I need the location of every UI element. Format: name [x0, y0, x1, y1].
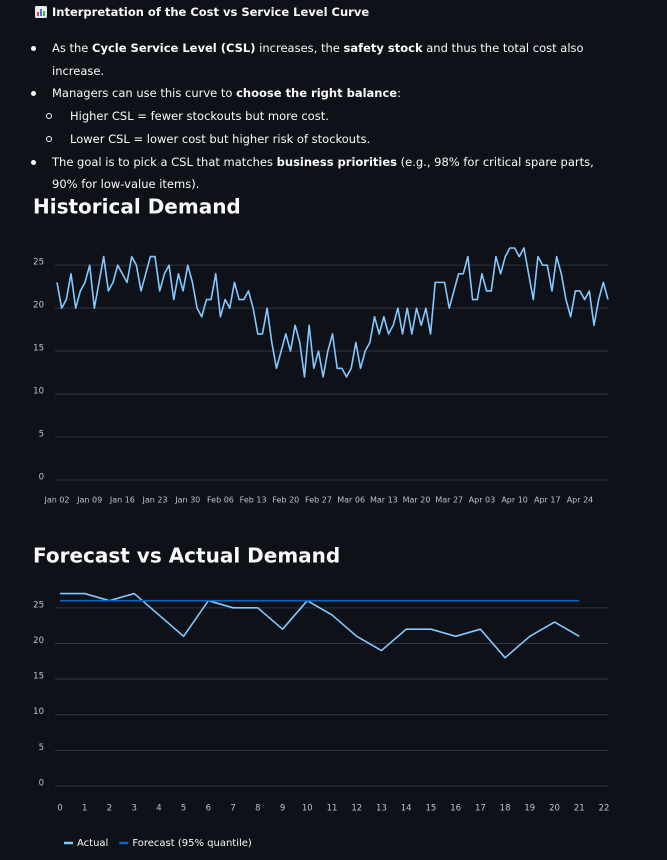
- x-tick-label: 3: [131, 804, 136, 814]
- x-tick-label: 6: [206, 804, 211, 814]
- y-tick-label: 20: [33, 301, 44, 311]
- text: (e.g., 98% for critical spare parts, 90%…: [52, 154, 594, 192]
- line-series: [56, 247, 609, 378]
- bold-text: safety stock: [343, 41, 423, 55]
- x-tick-label: 7: [230, 804, 235, 814]
- y-tick-label: 5: [39, 430, 44, 440]
- x-tick-label: 18: [500, 804, 511, 814]
- y-tick-label: 25: [33, 258, 44, 268]
- x-tick-label: 1: [82, 804, 87, 814]
- line-series: [60, 592, 580, 659]
- legend-label: Actual: [77, 838, 108, 849]
- x-tick-label: 13: [376, 804, 387, 814]
- sub-bullet: Lower CSL = lower cost but higher risk o…: [0, 128, 600, 151]
- x-tick-label: Jan 30: [174, 496, 200, 505]
- x-tick-label: Apr 10: [501, 496, 528, 505]
- x-tick-label: 0: [57, 804, 62, 814]
- x-tick-label: Mar 20: [403, 496, 431, 505]
- x-tick-label: 4: [156, 804, 161, 814]
- bullet: As the Cycle Service Level (CSL) increas…: [0, 37, 600, 82]
- text: increases, the: [255, 41, 344, 55]
- x-tick-label: Jan 09: [76, 496, 102, 505]
- x-tick-label: Feb 06: [207, 496, 234, 505]
- bullet: Managers can use this curve to choose th…: [0, 82, 600, 105]
- y-tick-label: 0: [39, 473, 44, 483]
- x-tick-label: 9: [280, 804, 285, 814]
- x-tick-label: Apr 17: [534, 496, 561, 505]
- x-tick-label: 12: [351, 804, 362, 814]
- y-tick-label: 5: [39, 743, 44, 753]
- x-tick-label: Apr 24: [567, 496, 594, 505]
- x-tick-label: 20: [549, 804, 560, 814]
- x-tick-label: 16: [450, 804, 461, 814]
- y-tick-label: 25: [33, 600, 44, 610]
- x-tick-label: Apr 03: [469, 496, 496, 505]
- text: and thus the total cost also increase.: [52, 41, 584, 78]
- y-tick-label: 15: [33, 672, 44, 682]
- header: Interpretation of the Cost vs Service Le…: [35, 5, 369, 19]
- sub-list: Higher CSL = fewer stockouts but more co…: [0, 105, 600, 151]
- text: :: [397, 86, 401, 100]
- text: As the: [52, 41, 93, 55]
- chart-icon: [35, 6, 47, 18]
- x-tick-label: Mar 06: [337, 496, 365, 505]
- x-tick-label: 5: [181, 804, 186, 814]
- y-tick-label: 15: [33, 344, 44, 354]
- bold-text: Cycle Service Level (CSL): [92, 41, 256, 55]
- x-tick-label: 22: [599, 804, 610, 814]
- x-tick-label: 14: [401, 804, 412, 814]
- x-tick-label: 8: [255, 804, 260, 814]
- x-tick-label: 11: [327, 804, 338, 814]
- x-tick-label: Feb 13: [240, 496, 267, 505]
- x-tick-label: 19: [524, 804, 535, 814]
- x-tick-label: 21: [574, 804, 585, 814]
- sub-bullet: Higher CSL = fewer stockouts but more co…: [0, 105, 600, 128]
- x-tick-label: Feb 27: [305, 496, 332, 505]
- x-tick-label: Jan 23: [142, 496, 168, 505]
- x-tick-label: 10: [302, 804, 313, 814]
- y-tick-label: 20: [33, 636, 44, 646]
- bullet-list: As the Cycle Service Level (CSL) increas…: [0, 37, 600, 196]
- y-tick-label: 0: [39, 779, 44, 789]
- chart-title: Forecast vs Actual Demand: [33, 544, 340, 568]
- x-tick-label: 15: [425, 804, 436, 814]
- text: The goal is to pick a CSL that matches: [52, 154, 277, 169]
- text: Managers can use this curve to: [52, 86, 237, 100]
- y-tick-label: 10: [33, 387, 44, 397]
- x-tick-label: Mar 13: [370, 496, 398, 505]
- header-title: Interpretation of the Cost vs Service Le…: [52, 5, 370, 19]
- bold-text: business priorities: [276, 154, 397, 169]
- x-tick-label: Feb 20: [272, 496, 299, 505]
- bullet: The goal is to pick a CSL that matches b…: [0, 151, 600, 196]
- bold-text: choose the right balance: [236, 86, 398, 100]
- x-tick-label: Jan 02: [43, 496, 69, 505]
- x-tick-label: 2: [107, 804, 112, 814]
- chart-title: Historical Demand: [33, 195, 241, 219]
- legend-label: Forecast (95% quantile): [132, 838, 252, 849]
- x-tick-label: 17: [475, 804, 486, 814]
- y-tick-label: 10: [33, 707, 44, 717]
- x-tick-label: Mar 27: [435, 496, 463, 505]
- x-tick-label: Jan 16: [109, 496, 135, 505]
